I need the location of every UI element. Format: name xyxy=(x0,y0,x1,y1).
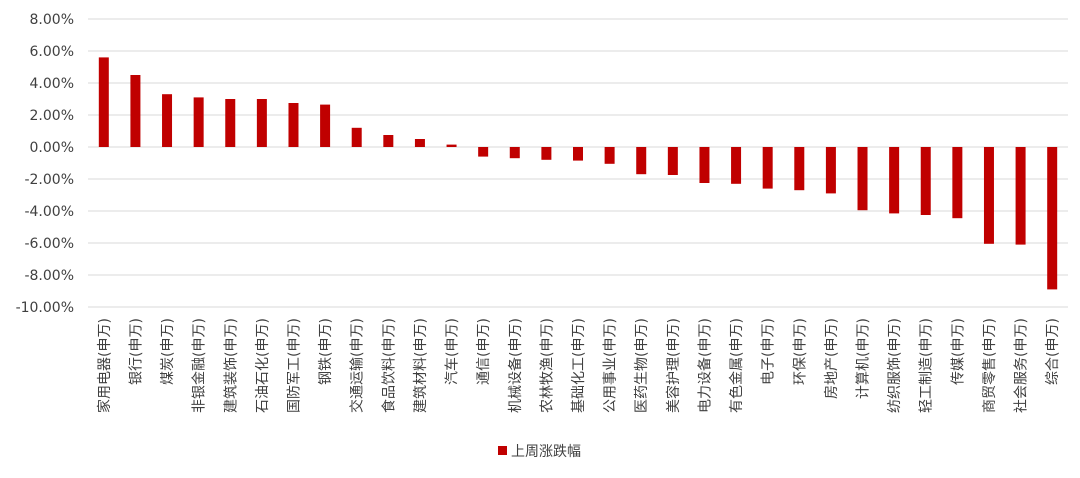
bar xyxy=(699,147,710,183)
bar xyxy=(667,147,678,175)
bar xyxy=(952,147,963,219)
x-axis-category-labels: 家用电器(申万) 银行(申万) 煤炭(申万) 非银金融(申万) 建筑装饰(申万) 石油石化… xyxy=(96,318,1061,413)
y-tick-label: 2.00% xyxy=(30,108,74,124)
bar xyxy=(98,57,109,147)
x-category-label: 家用电器(申万) xyxy=(96,318,113,413)
bar xyxy=(256,99,267,147)
x-category-label: 社会服务(申万) xyxy=(1014,318,1030,413)
bar xyxy=(762,147,773,189)
x-category-label: 电力设备(申万) xyxy=(696,318,713,413)
y-tick-label: 0.00% xyxy=(30,140,74,156)
x-category-label: 钢铁(申万) xyxy=(318,318,334,385)
x-category-label: 机械设备(申万) xyxy=(507,318,524,413)
y-tick-label: 6.00% xyxy=(30,44,74,60)
x-category-label: 银行(申万) xyxy=(128,318,144,385)
legend: 上周涨跌幅 xyxy=(498,444,581,460)
bar xyxy=(983,147,994,244)
x-category-label: 煤炭(申万) xyxy=(160,318,176,385)
bar xyxy=(288,103,299,147)
x-category-label: 石油石化(申万) xyxy=(255,318,271,413)
x-category-label: 轻工制造(申万) xyxy=(919,318,935,413)
x-category-label: 建筑装饰(申万) xyxy=(223,318,239,413)
x-category-label: 传媒(申万) xyxy=(950,318,966,385)
x-category-label: 有色金属(申万) xyxy=(728,318,745,413)
y-tick-label: -4.00% xyxy=(24,204,74,220)
bar xyxy=(825,147,836,194)
bar xyxy=(604,147,615,164)
y-tick-label: -8.00% xyxy=(24,268,74,284)
x-category-label: 电子(申万) xyxy=(761,318,777,385)
bar xyxy=(1015,147,1026,245)
y-axis-tick-labels: 8.00% 6.00% 4.00% 2.00% 0.00% -2.00% -4.00% -6.… xyxy=(16,12,74,316)
bar xyxy=(130,75,141,147)
x-category-label: 公用事业(申万) xyxy=(603,318,619,413)
bar xyxy=(383,135,394,147)
y-tick-label: 4.00% xyxy=(30,76,74,92)
bar xyxy=(636,147,647,175)
x-category-label: 非银金融(申万) xyxy=(192,318,208,413)
y-tick-label: -2.00% xyxy=(24,172,74,188)
bar xyxy=(1047,147,1058,290)
legend-swatch xyxy=(498,446,507,455)
x-category-label: 纺织服饰(申万) xyxy=(887,318,903,413)
x-category-label: 医药生物(申万) xyxy=(634,318,650,413)
x-category-label: 商贸零售(申万) xyxy=(982,318,998,413)
bar-series xyxy=(98,57,1058,290)
x-category-label: 房地产(申万) xyxy=(824,318,840,399)
bar xyxy=(857,147,868,211)
bar xyxy=(193,97,204,147)
bar xyxy=(541,147,552,160)
x-category-label: 综合(申万) xyxy=(1045,318,1061,385)
bar xyxy=(414,139,425,147)
bar xyxy=(478,147,489,157)
x-category-label: 计算机(申万) xyxy=(856,318,872,399)
x-category-label: 汽车(申万) xyxy=(444,318,461,385)
bar xyxy=(731,147,742,184)
bar xyxy=(446,144,457,147)
bar xyxy=(162,94,173,147)
x-category-label: 交通运输(申万) xyxy=(349,318,366,413)
bar xyxy=(920,147,931,215)
bar xyxy=(509,147,520,159)
bar xyxy=(320,104,331,147)
x-category-label: 农林牧渔(申万) xyxy=(539,318,555,413)
bar xyxy=(225,99,236,147)
y-tick-label: -6.00% xyxy=(24,236,74,252)
bar xyxy=(573,147,583,161)
y-tick-label: -10.00% xyxy=(16,300,74,316)
x-category-label: 美容护理(申万) xyxy=(665,318,682,413)
x-category-label: 建筑材料(申万) xyxy=(413,318,429,413)
bar xyxy=(794,147,805,191)
legend-label: 上周涨跌幅 xyxy=(511,444,581,460)
bar xyxy=(889,147,900,214)
bar xyxy=(351,127,362,147)
x-category-label: 食品饮料(申万) xyxy=(380,318,397,413)
x-category-label: 环保(申万) xyxy=(792,318,808,385)
y-tick-label: 8.00% xyxy=(30,12,74,28)
x-category-label: 国防军工(申万) xyxy=(286,318,302,413)
x-category-label: 基础化工(申万) xyxy=(570,318,587,413)
x-category-label: 通信(申万) xyxy=(476,318,492,385)
